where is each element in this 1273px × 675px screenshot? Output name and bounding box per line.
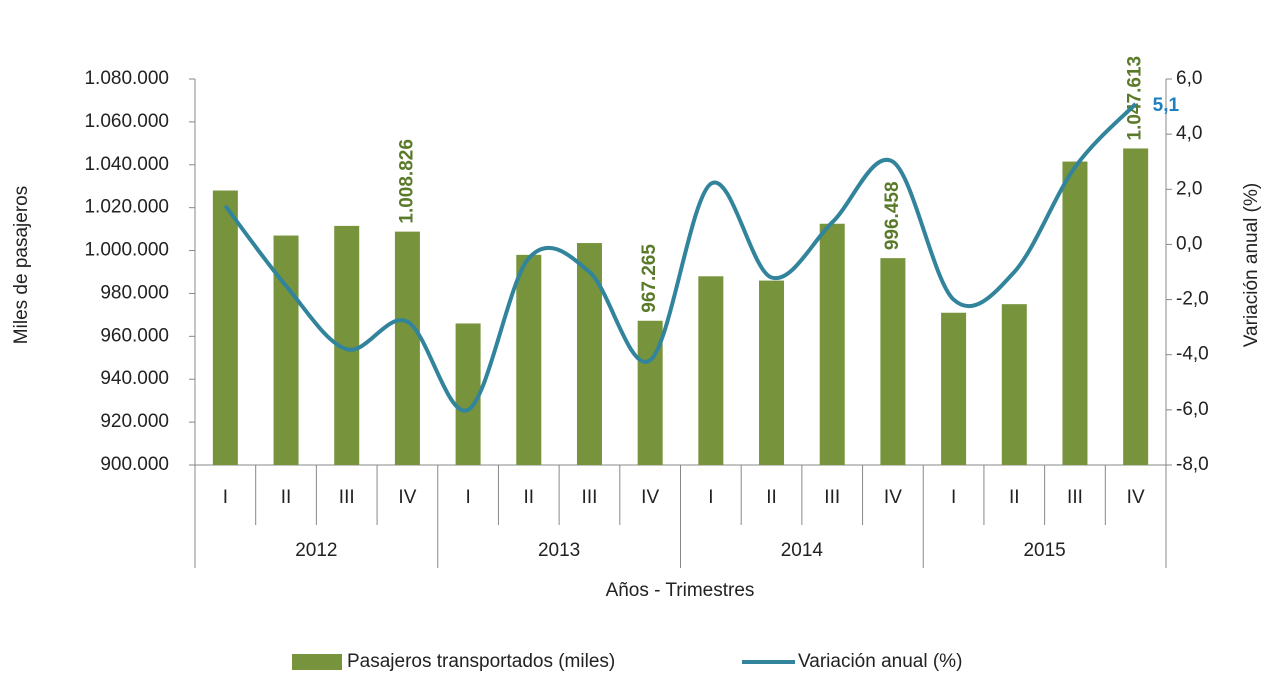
- y-tick-label: 1.060.000: [84, 111, 169, 132]
- x-tick-label: III: [1067, 487, 1083, 508]
- x-tick-label: III: [824, 487, 840, 508]
- bar: [394, 231, 420, 465]
- year-label: 2012: [295, 540, 337, 561]
- y-tick-label: 940.000: [100, 368, 169, 389]
- legend-label: Pasajeros transportados (miles): [347, 651, 615, 672]
- y-tick-label: 1.020.000: [84, 197, 169, 218]
- y-tick-label: 960.000: [100, 325, 169, 346]
- bar: [1062, 161, 1088, 466]
- y-tick-label: 1.000.000: [84, 240, 169, 261]
- bar: [1123, 148, 1149, 465]
- bar: [880, 258, 906, 465]
- y2-tick-label: 6,0: [1176, 68, 1202, 89]
- y-tick-label: 1.080.000: [84, 68, 169, 89]
- y2-tick-label: 2,0: [1176, 178, 1202, 199]
- y-tick-label: 1.040.000: [84, 154, 169, 175]
- y-tick-label: 980.000: [100, 282, 169, 303]
- year-label: 2014: [781, 540, 824, 561]
- y2-tick-label: -2,0: [1176, 289, 1209, 310]
- x-tick-label: II: [524, 487, 535, 508]
- y-tick-label: 900.000: [100, 454, 169, 475]
- legend-swatch: [292, 654, 342, 670]
- legend-label: Variación anual (%): [798, 651, 962, 672]
- bar: [759, 280, 785, 465]
- data-label: 967.265: [639, 244, 660, 313]
- x-tick-label: IV: [1127, 487, 1145, 508]
- data-label: 5,1: [1153, 95, 1180, 116]
- x-tick-label: I: [708, 487, 713, 508]
- bar: [516, 254, 542, 465]
- line: [223, 102, 1138, 413]
- x-tick-label: II: [1009, 487, 1020, 508]
- x-tick-label: IV: [641, 487, 659, 508]
- y-tick-label: 920.000: [100, 411, 169, 432]
- y2-tick-label: 4,0: [1176, 123, 1202, 144]
- y2-axis-title: Variación anual (%): [1241, 183, 1262, 347]
- x-tick-label: II: [281, 487, 292, 508]
- x-tick-label: I: [951, 487, 956, 508]
- y2-tick-label: -8,0: [1176, 454, 1209, 475]
- y2-tick-label: -4,0: [1176, 344, 1209, 365]
- x-tick-label: IV: [398, 487, 416, 508]
- bar: [698, 276, 724, 465]
- data-label: 1.008.826: [396, 139, 417, 224]
- y2-tick-label: -6,0: [1176, 399, 1209, 420]
- x-tick-label: III: [339, 487, 355, 508]
- year-label: 2013: [538, 540, 580, 561]
- x-tick-label: I: [223, 487, 228, 508]
- data-label: 1.047.613: [1125, 56, 1146, 141]
- bar: [273, 235, 299, 465]
- x-axis-title: Años - Trimestres: [606, 580, 755, 601]
- bar: [1001, 304, 1027, 465]
- year-label: 2015: [1023, 540, 1065, 561]
- bar: [941, 312, 967, 465]
- y-axis-title: Miles de pasajeros: [11, 186, 32, 344]
- x-tick-label: I: [465, 487, 470, 508]
- data-label: 996.458: [882, 181, 903, 250]
- bar: [212, 190, 238, 465]
- bar: [576, 243, 602, 465]
- bar: [455, 323, 481, 465]
- x-tick-label: IV: [884, 487, 902, 508]
- bar: [819, 223, 845, 465]
- y2-tick-label: 0,0: [1176, 233, 1202, 254]
- x-tick-label: III: [582, 487, 598, 508]
- x-tick-label: II: [766, 487, 777, 508]
